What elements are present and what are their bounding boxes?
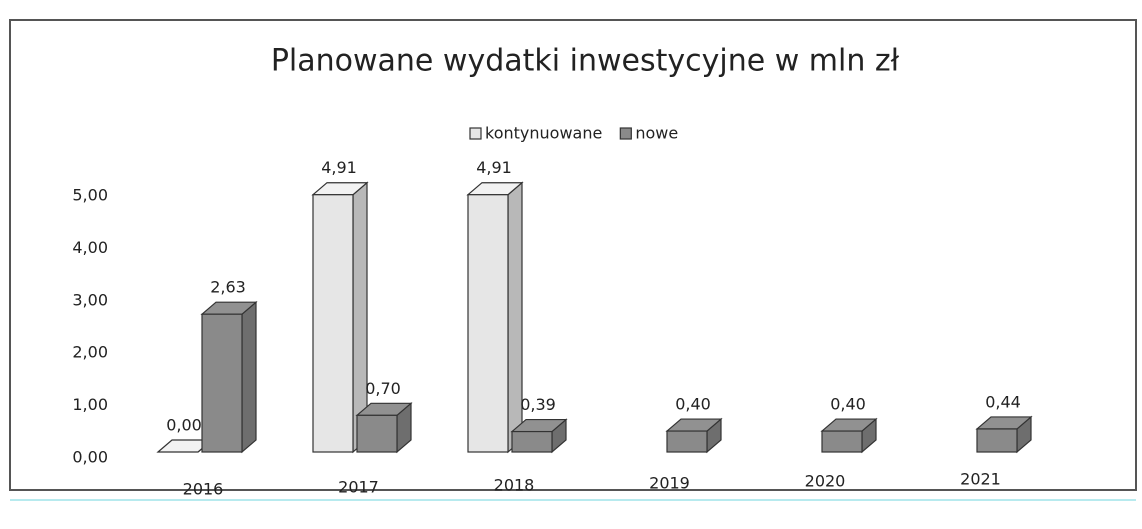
data-label: 4,91 (476, 158, 512, 177)
legend-label: kontynuowane (485, 124, 602, 143)
x-tick-label: 2021 (960, 470, 1001, 489)
x-tick-label: 2016 (183, 480, 224, 499)
legend-swatch (619, 127, 632, 140)
y-tick-label: 4,00 (72, 238, 108, 257)
data-label: 0,70 (365, 379, 401, 398)
x-tick-label: 2019 (649, 474, 690, 493)
data-label: 0,44 (985, 392, 1021, 411)
y-tick-label: 0,00 (72, 448, 108, 467)
bar (356, 414, 398, 453)
bar (976, 428, 1018, 453)
y-tick-label: 3,00 (72, 290, 108, 309)
chart-title: Planowane wydatki inwestycyjne w mln zł (271, 44, 900, 79)
x-tick-label: 2020 (805, 472, 846, 491)
data-label: 0,00 (166, 416, 202, 435)
legend-swatch (469, 127, 482, 140)
chart-frame (9, 19, 1137, 491)
bar (467, 194, 509, 453)
data-label: 4,91 (321, 158, 357, 177)
bar (821, 430, 863, 453)
bar (201, 313, 243, 453)
data-label: 0,40 (675, 395, 711, 414)
data-label: 2,63 (210, 278, 246, 297)
legend-label: nowe (635, 124, 678, 143)
y-tick-label: 5,00 (72, 186, 108, 205)
y-tick-label: 1,00 (72, 395, 108, 414)
data-label: 0,39 (520, 395, 556, 414)
x-tick-label: 2017 (338, 478, 379, 497)
data-label: 0,40 (830, 395, 866, 414)
bar (312, 194, 354, 453)
bar (666, 430, 708, 453)
y-tick-label: 2,00 (72, 343, 108, 362)
bar-side (241, 300, 257, 454)
x-tick-label: 2018 (494, 476, 535, 495)
bar (511, 430, 553, 453)
